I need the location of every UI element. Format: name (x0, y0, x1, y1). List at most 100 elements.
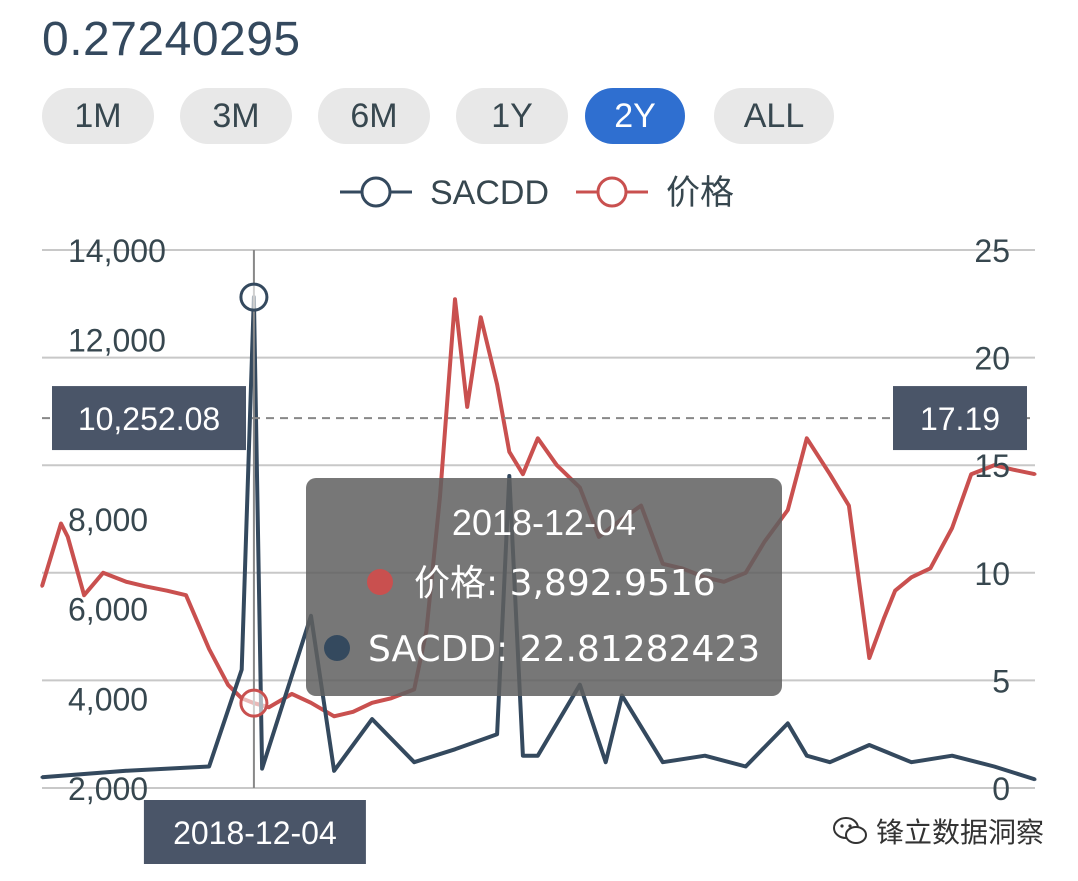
price-point (332, 714, 336, 718)
price-point (495, 383, 499, 386)
range-button-1m[interactable]: 1M (42, 88, 154, 144)
sacdd-point (521, 754, 525, 758)
right-tick-label: 25 (974, 233, 1010, 269)
crosshair-overlay: 10,252.08 17.19 2018-12-04 2018-12-04 价格: 3,… (42, 250, 1035, 864)
price-point (226, 683, 230, 687)
range-button-6m[interactable]: 6M (318, 88, 430, 144)
price-point (389, 696, 393, 700)
sacdd-point (1033, 777, 1037, 781)
tooltip: 2018-12-04 价格: 3,892.9516 SACDD: 22.812824… (306, 478, 782, 696)
sacdd-highlight-marker (239, 282, 269, 312)
sacdd-point (992, 764, 996, 768)
dual-axis-line-chart[interactable]: SACDD 价格 2,000 4,000 6,000 8,000 12,000 14,00… (0, 160, 1078, 881)
right-axis: 0 5 10 15 20 25 (974, 233, 1010, 807)
watermark: 锋立数据洞察 (832, 811, 1044, 851)
price-point (536, 436, 540, 440)
crosshair-left-label-bg (52, 386, 246, 451)
price-point (59, 521, 63, 525)
sacdd-point (370, 717, 374, 721)
price-point (290, 692, 294, 696)
crosshair-left-label-text: 10,252.08 (78, 401, 220, 437)
right-tick-label: 15 (974, 448, 1010, 484)
price-point (992, 463, 996, 467)
sacdd-point (950, 754, 954, 758)
price-point (143, 584, 147, 588)
sacdd-point (40, 775, 44, 779)
tooltip-bg (306, 478, 782, 696)
price-point (101, 571, 105, 575)
price-point (928, 566, 932, 570)
right-tick-label: 0 (992, 771, 1010, 807)
price-point (1011, 468, 1015, 472)
price-point (453, 297, 457, 301)
sacdd-point (703, 754, 707, 758)
sacdd-point (240, 668, 244, 672)
price-point (828, 472, 832, 476)
legend-item-sacdd[interactable]: SACDD (340, 174, 549, 212)
price-point (207, 647, 211, 651)
price-point (969, 472, 973, 476)
price-point (950, 526, 954, 530)
crosshair-right-label-bg (893, 386, 1027, 451)
left-tick-label: 14,000 (68, 233, 166, 269)
sacdd-point (867, 743, 871, 747)
price-point (867, 656, 871, 660)
sacdd-point (332, 769, 336, 773)
price-point (351, 710, 355, 714)
sacdd-point (786, 721, 790, 725)
sacdd-point (909, 760, 913, 764)
price-point (465, 405, 469, 409)
sacdd-point (604, 760, 608, 764)
price-point (893, 589, 897, 593)
legend-label-sacdd: SACDD (430, 174, 549, 212)
price-point (521, 472, 525, 476)
legend-label-price: 价格 (666, 173, 734, 213)
crosshair-date-label: 2018-12-04 (143, 800, 366, 864)
range-button-2y[interactable]: 2Y (585, 88, 685, 144)
left-tick-label: 8,000 (68, 502, 148, 538)
sacdd-point (453, 747, 457, 751)
price-point (882, 616, 886, 620)
price-point (786, 508, 790, 512)
watermark-text: 锋立数据洞察 (875, 816, 1044, 849)
price-point (267, 705, 271, 709)
sacdd-point (536, 754, 540, 758)
price-point (370, 701, 374, 705)
right-tick-label: 5 (992, 663, 1010, 699)
wechat-icon (832, 817, 867, 844)
price-point (66, 535, 70, 539)
price-point (507, 450, 511, 454)
sacdd-point (744, 764, 748, 768)
crosshair-right-label-text: 17.19 (920, 401, 1000, 437)
left-tick-label: 12,000 (68, 323, 166, 359)
price-point (124, 580, 128, 584)
price-point (40, 584, 44, 588)
legend-marker-sacdd (360, 176, 392, 208)
crosshair-date-label-bg (143, 800, 366, 864)
left-tick-label: 2,000 (68, 771, 148, 807)
price-point (309, 701, 313, 705)
right-tick-label: 10 (974, 556, 1010, 592)
tooltip-row-text: SACDD: 22.81282423 (368, 629, 760, 670)
crosshair-date-label-text: 2018-12-04 (173, 815, 337, 851)
range-button-1y[interactable]: 1Y (456, 88, 568, 144)
sacdd-point (412, 760, 416, 764)
tooltip-row-text: 价格: 3,892.9516 (414, 563, 716, 604)
price-point (82, 593, 86, 597)
legend-marker-price (596, 176, 628, 208)
sacdd-point (661, 760, 665, 764)
price-point (184, 593, 188, 597)
sacdd-point (207, 764, 211, 768)
left-axis: 2,000 4,000 6,000 8,000 12,000 14,000 (68, 233, 166, 807)
crosshair-left-label: 10,252.08 (52, 386, 246, 451)
legend-item-price[interactable]: 价格 (576, 173, 734, 213)
crosshair-right-label: 17.19 (893, 386, 1027, 451)
range-button-3m[interactable]: 3M (180, 88, 292, 144)
price-point (805, 436, 809, 440)
left-tick-label: 6,000 (68, 592, 148, 628)
tooltip-swatch (324, 635, 350, 661)
sacdd-point (495, 732, 499, 736)
legend: SACDD 价格 (340, 173, 734, 213)
range-button-all[interactable]: ALL (714, 88, 834, 144)
price-highlight-marker (239, 688, 269, 718)
